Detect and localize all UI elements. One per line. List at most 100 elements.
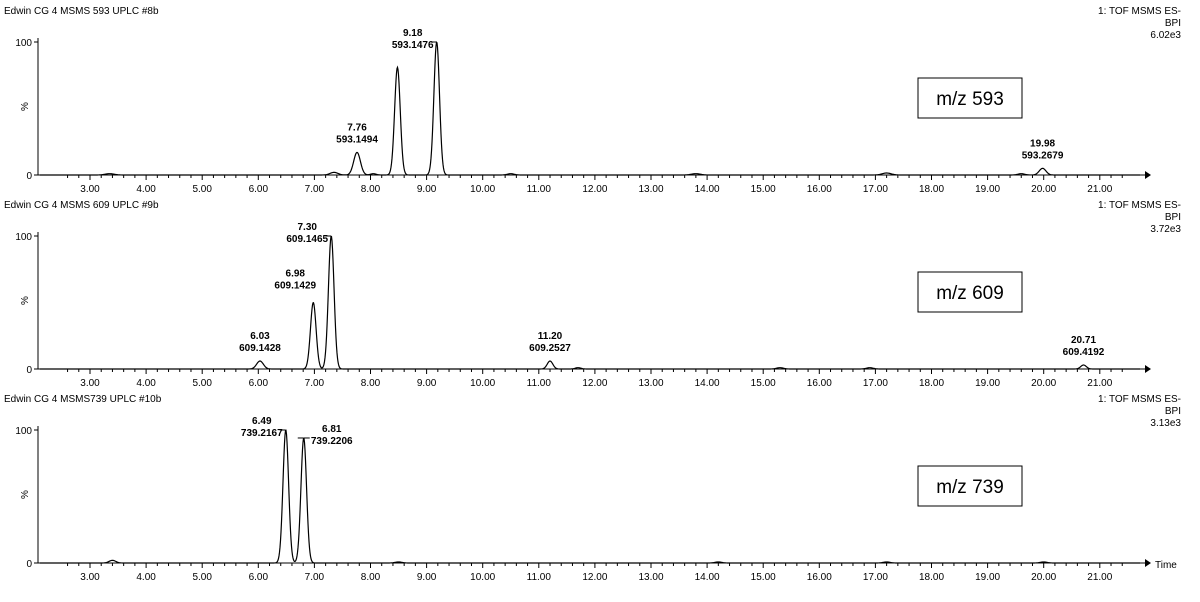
peak-rt-label: 7.30 xyxy=(297,222,317,233)
x-tick-label: 10.00 xyxy=(470,184,495,195)
peak-rt-label: 9.18 xyxy=(403,28,423,39)
panel-title: Edwin CG 4 MSMS 609 UPLC #9b xyxy=(4,200,159,211)
peak-rt-label: 19.98 xyxy=(1030,138,1055,149)
peak-mz-label: 739.2206 xyxy=(311,436,353,447)
peak-mz-label: 593.1494 xyxy=(336,134,378,145)
x-tick-label: 12.00 xyxy=(582,378,607,389)
mz-annotation-box xyxy=(917,77,1023,119)
x-axis-arrow xyxy=(1145,559,1151,567)
x-axis-arrow xyxy=(1145,365,1151,373)
x-tick-label: 13.00 xyxy=(638,378,663,389)
x-tick-label: 16.00 xyxy=(807,572,832,583)
x-tick-label: 3.00 xyxy=(80,378,100,389)
instrument-label: 1: TOF MSMS ES- xyxy=(1098,394,1181,405)
instrument-label: 1: TOF MSMS ES- xyxy=(1098,6,1181,17)
x-tick-label: 3.00 xyxy=(80,184,100,195)
x-tick-label: 21.00 xyxy=(1087,378,1112,389)
x-tick-label: 21.00 xyxy=(1087,184,1112,195)
x-tick-label: 7.00 xyxy=(305,572,325,583)
trace-label: BPI xyxy=(1165,18,1181,29)
x-tick-label: 13.00 xyxy=(638,184,663,195)
x-tick-label: 19.00 xyxy=(975,184,1000,195)
peak-rt-label: 6.98 xyxy=(286,269,306,280)
x-tick-label: 9.00 xyxy=(417,378,437,389)
peak-mz-label: 609.2527 xyxy=(529,343,571,354)
x-tick-label: 7.00 xyxy=(305,378,325,389)
x-tick-label: 14.00 xyxy=(695,572,720,583)
x-tick-label: 15.00 xyxy=(751,378,776,389)
x-tick-label: 5.00 xyxy=(192,378,212,389)
y-tick-label: 0 xyxy=(26,559,32,570)
x-tick-label: 19.00 xyxy=(975,572,1000,583)
chromatogram-trace xyxy=(40,235,1140,370)
x-tick-label: 17.00 xyxy=(863,572,888,583)
x-tick-label: 6.00 xyxy=(249,184,269,195)
x-axis-arrow xyxy=(1145,171,1151,179)
y-axis-label: % xyxy=(20,296,31,305)
y-tick-label: 100 xyxy=(15,38,32,49)
panel-title: Edwin CG 4 MSMS739 UPLC #10b xyxy=(4,394,162,405)
x-tick-label: 8.00 xyxy=(361,378,381,389)
mz-annotation-label: m/z 739 xyxy=(936,477,1004,498)
x-tick-label: 16.00 xyxy=(807,378,832,389)
x-tick-label: 5.00 xyxy=(192,572,212,583)
x-tick-label: 13.00 xyxy=(638,572,663,583)
x-tick-label: 20.00 xyxy=(1031,378,1056,389)
x-tick-label: 10.00 xyxy=(470,572,495,583)
peak-rt-label: 6.81 xyxy=(322,424,342,435)
x-axis-label: Time xyxy=(1155,560,1177,571)
y-tick-label: 0 xyxy=(26,171,32,182)
x-tick-label: 5.00 xyxy=(192,184,212,195)
x-tick-label: 18.00 xyxy=(919,572,944,583)
intensity-label: 6.02e3 xyxy=(1150,30,1181,41)
peak-mz-label: 609.1465 xyxy=(286,234,328,245)
x-tick-label: 3.00 xyxy=(80,572,100,583)
peak-rt-label: 6.03 xyxy=(250,331,270,342)
mz-annotation-box xyxy=(917,271,1023,313)
x-tick-label: 17.00 xyxy=(863,184,888,195)
mz-annotation-label: m/z 593 xyxy=(936,89,1004,110)
peak-mz-label: 593.2679 xyxy=(1022,150,1064,161)
x-tick-label: 8.00 xyxy=(361,184,381,195)
chromatogram-trace xyxy=(40,41,1140,176)
trace-label: BPI xyxy=(1165,406,1181,417)
x-tick-label: 4.00 xyxy=(136,572,156,583)
x-tick-label: 21.00 xyxy=(1087,572,1112,583)
peak-rt-label: 11.20 xyxy=(538,331,563,342)
x-tick-label: 16.00 xyxy=(807,184,832,195)
mz-annotation-label: m/z 609 xyxy=(936,283,1004,304)
x-tick-label: 9.00 xyxy=(417,572,437,583)
x-tick-label: 12.00 xyxy=(582,572,607,583)
x-tick-label: 6.00 xyxy=(249,378,269,389)
x-tick-label: 18.00 xyxy=(919,184,944,195)
peak-rt-label: 6.49 xyxy=(252,416,272,427)
intensity-label: 3.72e3 xyxy=(1150,224,1181,235)
trace-label: BPI xyxy=(1165,212,1181,223)
x-tick-label: 4.00 xyxy=(136,184,156,195)
peak-mz-label: 739.2167 xyxy=(241,428,283,439)
peak-mz-label: 609.1428 xyxy=(239,343,281,354)
x-tick-label: 18.00 xyxy=(919,378,944,389)
instrument-label: 1: TOF MSMS ES- xyxy=(1098,200,1181,211)
x-tick-label: 11.00 xyxy=(527,184,552,195)
peak-mz-label: 593.1476 xyxy=(392,40,434,51)
peak-rt-label: 7.76 xyxy=(347,122,367,133)
y-tick-label: 0 xyxy=(26,365,32,376)
x-tick-label: 11.00 xyxy=(527,572,552,583)
y-axis-label: % xyxy=(20,102,31,111)
y-axis-label: % xyxy=(20,490,31,499)
x-tick-label: 14.00 xyxy=(695,378,720,389)
x-tick-label: 6.00 xyxy=(249,572,269,583)
x-tick-label: 11.00 xyxy=(527,378,552,389)
x-tick-label: 19.00 xyxy=(975,378,1000,389)
x-tick-label: 20.00 xyxy=(1031,184,1056,195)
panel-title: Edwin CG 4 MSMS 593 UPLC #8b xyxy=(4,6,159,17)
x-tick-label: 7.00 xyxy=(305,184,325,195)
x-tick-label: 9.00 xyxy=(417,184,437,195)
intensity-label: 3.13e3 xyxy=(1150,418,1181,429)
mz-annotation-box xyxy=(917,465,1023,507)
x-tick-label: 12.00 xyxy=(582,184,607,195)
x-tick-label: 15.00 xyxy=(751,572,776,583)
x-tick-label: 17.00 xyxy=(863,378,888,389)
